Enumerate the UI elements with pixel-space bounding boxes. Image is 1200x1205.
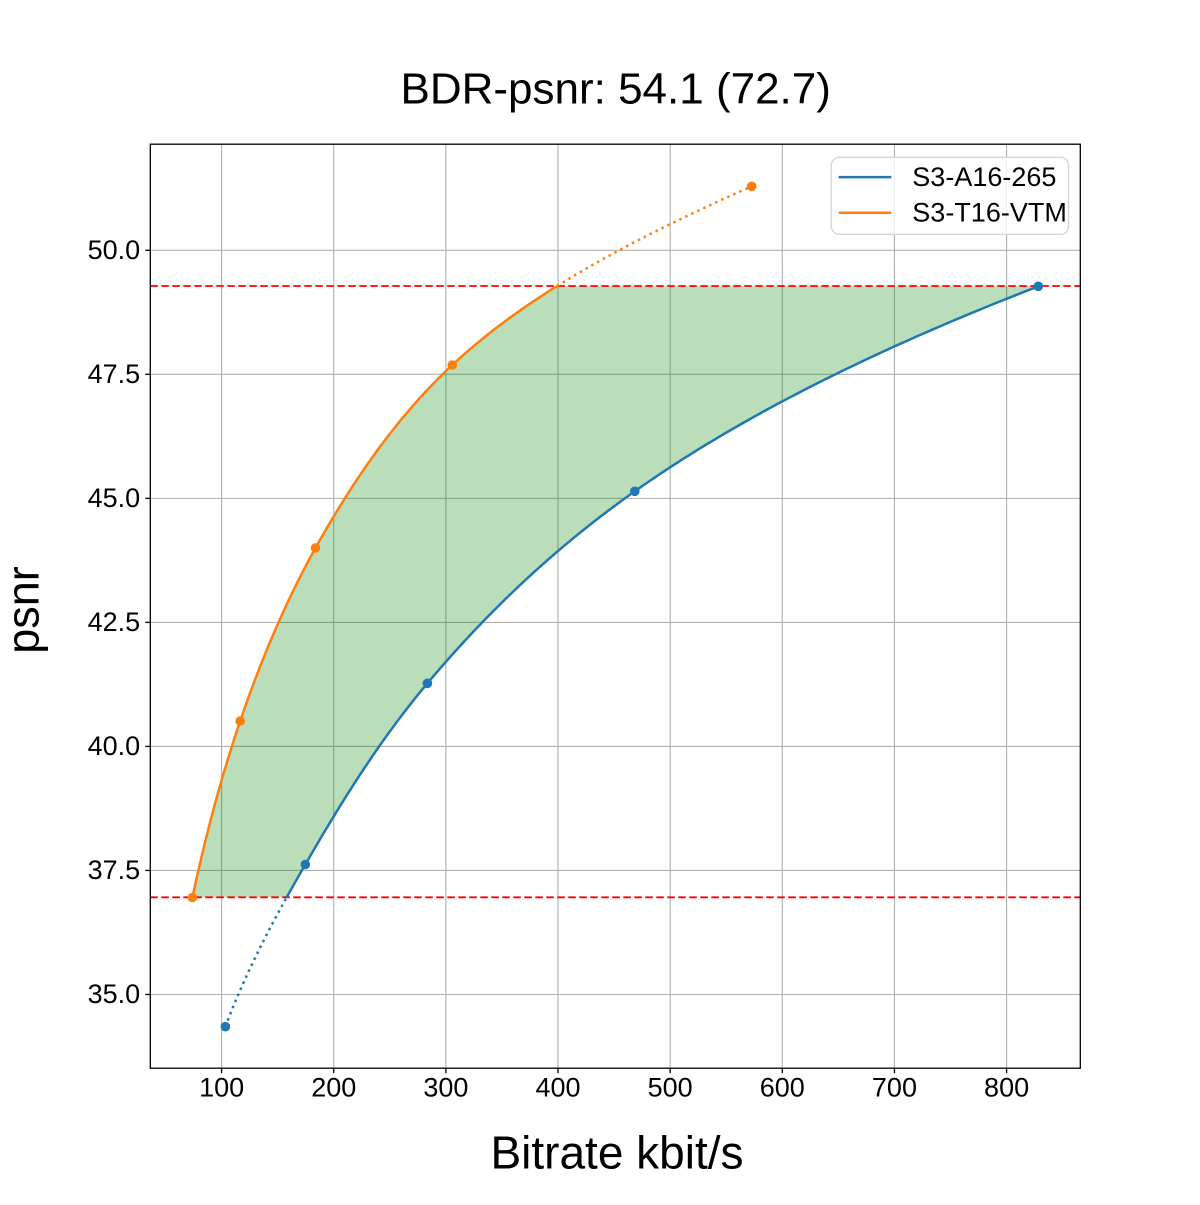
svg-text:100: 100 — [199, 1072, 244, 1102]
svg-text:200: 200 — [311, 1072, 356, 1102]
svg-text:50.0: 50.0 — [88, 235, 141, 265]
svg-text:Bitrate kbit/s: Bitrate kbit/s — [490, 1127, 743, 1179]
svg-text:700: 700 — [872, 1072, 917, 1102]
svg-text:800: 800 — [984, 1072, 1029, 1102]
svg-text:S3-A16-265: S3-A16-265 — [912, 162, 1056, 192]
svg-text:40.0: 40.0 — [88, 731, 141, 761]
svg-text:400: 400 — [535, 1072, 580, 1102]
svg-text:600: 600 — [760, 1072, 805, 1102]
svg-text:35.0: 35.0 — [88, 979, 141, 1009]
svg-text:S3-T16-VTM: S3-T16-VTM — [912, 198, 1067, 228]
svg-text:42.5: 42.5 — [88, 607, 141, 637]
svg-text:BDR-psnr: 54.1 (72.7): BDR-psnr: 54.1 (72.7) — [400, 64, 830, 113]
svg-text:45.0: 45.0 — [88, 483, 141, 513]
svg-text:47.5: 47.5 — [88, 359, 141, 389]
svg-text:500: 500 — [648, 1072, 693, 1102]
svg-text:psnr: psnr — [0, 566, 49, 654]
svg-text:37.5: 37.5 — [88, 855, 141, 885]
svg-text:300: 300 — [423, 1072, 468, 1102]
